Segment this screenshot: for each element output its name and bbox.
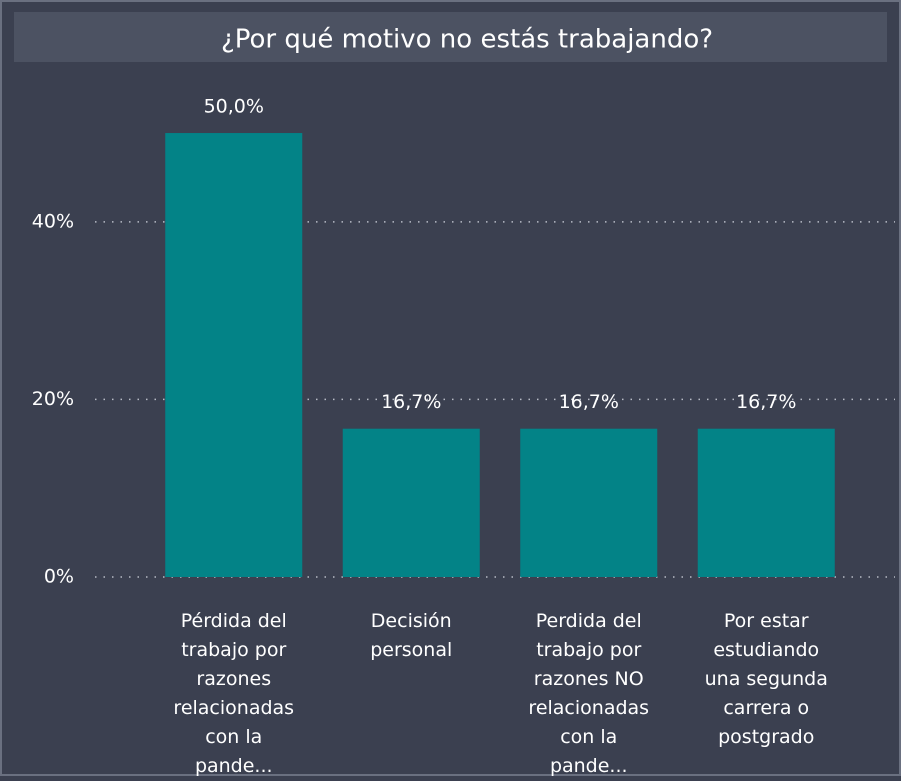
bar bbox=[520, 428, 658, 577]
x-tick-label: Perdida del trabajo por razones NO relac… bbox=[528, 610, 650, 777]
title-bar bbox=[14, 12, 887, 62]
data-label: 16,7% bbox=[381, 391, 441, 413]
x-tick-label: Decisión personal bbox=[370, 610, 453, 661]
data-label: 16,7% bbox=[559, 391, 619, 413]
bar bbox=[697, 428, 835, 577]
y-tick-label: 40% bbox=[32, 210, 74, 232]
data-label: 50,0% bbox=[204, 96, 264, 118]
y-tick-label: 0% bbox=[44, 566, 74, 588]
bar bbox=[342, 428, 480, 577]
bar bbox=[165, 133, 303, 577]
y-tick-label: 20% bbox=[32, 388, 74, 410]
x-tick-label: Pérdida del trabajo por razones relacion… bbox=[173, 610, 295, 777]
chart-title: ¿Por qué motivo no estás trabajando? bbox=[221, 25, 713, 55]
data-label: 16,7% bbox=[736, 391, 796, 413]
x-tick-label: Por estar estudiando una segunda carrera… bbox=[704, 610, 828, 748]
